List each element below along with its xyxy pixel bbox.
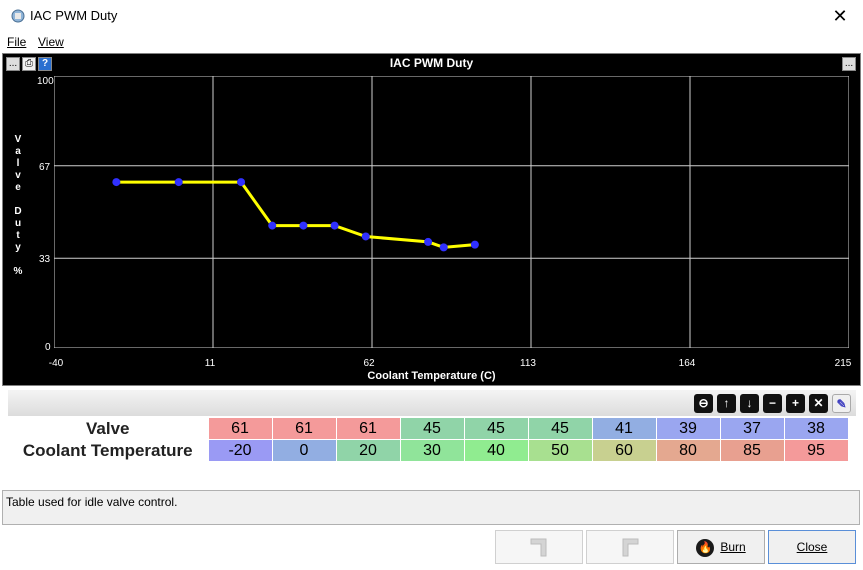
x-tick-62: 62 (363, 358, 375, 369)
menu-file[interactable]: File (7, 35, 26, 49)
print-icon[interactable]: ⎙ (22, 57, 36, 71)
table-cell[interactable]: 61 (207, 417, 273, 440)
table-cell[interactable]: 41 (591, 417, 657, 440)
status-text: Table used for idle valve control. (6, 495, 178, 509)
pencil-icon[interactable]: ✎ (832, 394, 851, 413)
y-tick-67: 67 (39, 162, 51, 173)
chart-title: IAC PWM Duty (389, 56, 474, 70)
data-point[interactable] (268, 221, 277, 230)
table-cell[interactable]: 45 (463, 417, 529, 440)
x-tick-neg40: -40 (48, 358, 64, 369)
chart-menu-button[interactable]: ... (6, 57, 20, 71)
row-label-valve: Valve (8, 417, 208, 440)
x-tick-215: 215 (834, 358, 852, 369)
y-tick-33: 33 (39, 254, 51, 265)
data-point[interactable] (330, 221, 339, 230)
burn-label: Burn (720, 540, 746, 554)
table-cell[interactable]: -20 (207, 439, 273, 462)
table-cell[interactable]: 37 (719, 417, 785, 440)
menu-file-label: File (7, 35, 27, 49)
chart-plot-area[interactable] (54, 76, 849, 348)
data-point[interactable] (299, 221, 308, 230)
status-description: Table used for idle valve control. (2, 490, 860, 525)
chart-panel: ... ⎙ ? ... IAC PWM Duty 100 67 33 0 V a… (2, 53, 861, 386)
table-cell[interactable]: 39 (655, 417, 721, 440)
table-cell[interactable]: 80 (655, 439, 721, 462)
table-cell[interactable]: 60 (591, 439, 657, 462)
delete-icon[interactable]: ✕ (809, 394, 828, 413)
app-icon (11, 9, 25, 23)
minus-circle-icon[interactable]: ⊖ (694, 394, 713, 413)
data-point[interactable] (439, 243, 448, 252)
table-cell[interactable]: 45 (399, 417, 465, 440)
table-cell[interactable]: 40 (463, 439, 529, 462)
table-cell[interactable]: 95 (783, 439, 849, 462)
arrow-down-icon[interactable]: ↓ (740, 394, 759, 413)
window-close-button[interactable]: ✕ (832, 6, 848, 26)
table-row-coolant-temperature: Coolant Temperature -20 0 20 30 40 50 60 80 85 95 (8, 439, 849, 462)
menu-bar: File View (0, 32, 863, 52)
row-label-coolant-temperature: Coolant Temperature (8, 439, 208, 462)
table-toolbar: ⊖ ↑ ↓ − + ✕ ✎ (8, 390, 856, 416)
y-tick-0: 0 (45, 342, 51, 353)
close-button[interactable]: Close (768, 530, 856, 564)
table-cell[interactable]: 38 (783, 417, 849, 440)
undo-button[interactable] (495, 530, 583, 564)
x-tick-164: 164 (678, 358, 696, 369)
data-point[interactable] (424, 237, 433, 246)
x-tick-11: 11 (204, 358, 216, 369)
close-label: Close (796, 540, 828, 554)
table-cell[interactable]: 61 (271, 417, 337, 440)
flame-icon: 🔥 (696, 538, 715, 557)
data-point[interactable] (174, 178, 183, 187)
data-point[interactable] (470, 240, 479, 249)
redo-icon (622, 538, 639, 557)
data-point[interactable] (237, 178, 246, 187)
data-table: Valve 61 61 61 45 45 45 41 39 37 38 Coolant Tempe… (8, 417, 849, 462)
table-cell[interactable]: 61 (335, 417, 401, 440)
menu-view[interactable]: View (38, 35, 64, 49)
chart-expand-button[interactable]: ... (842, 57, 856, 71)
window-title: IAC PWM Duty (30, 8, 118, 23)
menu-view-label: View (38, 35, 64, 49)
y-axis-title: V a l v e D u t y % (13, 134, 23, 277)
increment-icon[interactable]: + (786, 394, 805, 413)
x-tick-113: 113 (520, 358, 536, 369)
table-cell[interactable]: 50 (527, 439, 593, 462)
decrement-icon[interactable]: − (763, 394, 782, 413)
undo-icon (530, 538, 547, 557)
arrow-up-icon[interactable]: ↑ (717, 394, 736, 413)
table-row-valve: Valve 61 61 61 45 45 45 41 39 37 38 (8, 417, 849, 440)
redo-button[interactable] (586, 530, 674, 564)
data-point[interactable] (361, 232, 370, 241)
table-cell[interactable]: 30 (399, 439, 465, 462)
title-bar: IAC PWM Duty ✕ (0, 0, 863, 32)
table-cell[interactable]: 85 (719, 439, 785, 462)
data-point[interactable] (112, 178, 121, 187)
table-cell[interactable]: 20 (335, 439, 401, 462)
help-icon[interactable]: ? (38, 57, 52, 71)
x-axis-title: Coolant Temperature (C) (367, 370, 496, 382)
burn-button[interactable]: 🔥 Burn (677, 530, 765, 564)
y-tick-100: 100 (37, 76, 54, 87)
table-cell[interactable]: 0 (271, 439, 337, 462)
series-line (116, 180, 476, 249)
table-cell[interactable]: 45 (527, 417, 593, 440)
